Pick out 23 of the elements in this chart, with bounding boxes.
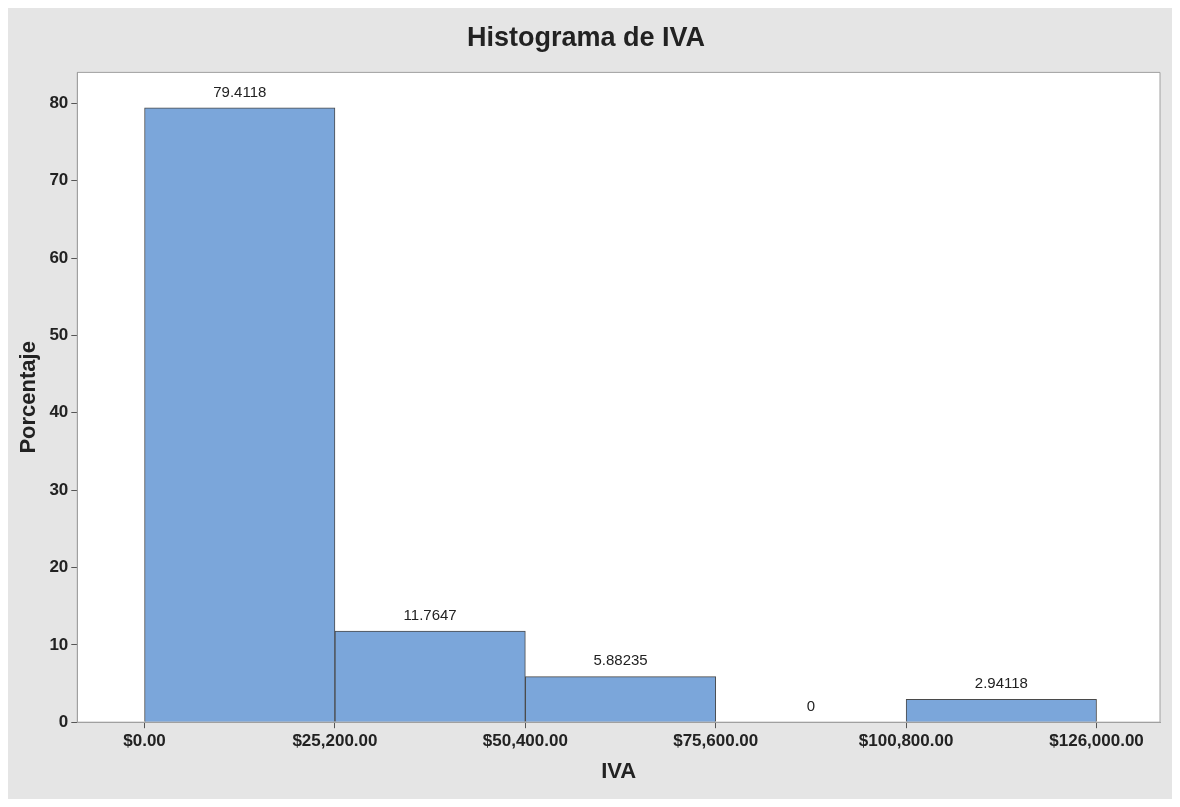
y-tick-label: 30 xyxy=(49,479,69,499)
data-label: 5.88235 xyxy=(593,651,648,669)
data-label: 79.4118 xyxy=(213,82,267,100)
x-tick-label: $0.00 xyxy=(123,731,166,751)
x-tick-label: $50,400.00 xyxy=(482,731,568,751)
y-tick-label: 70 xyxy=(49,170,69,190)
x-tick-label: $126,000.00 xyxy=(1049,731,1144,751)
y-tick-label: 50 xyxy=(49,325,69,345)
x-axis-title: IVA xyxy=(601,757,637,783)
x-tick-label: $75,600.00 xyxy=(673,731,759,751)
data-label: 2.94118 xyxy=(974,674,1028,692)
y-axis-title: Porcentaje xyxy=(15,341,41,454)
x-tick-label: $100,800.00 xyxy=(858,731,954,751)
chart-title: Histograma de IVA xyxy=(466,21,706,52)
y-tick-label: 10 xyxy=(49,634,69,654)
y-tick-label: 60 xyxy=(49,247,69,267)
data-label: 11.7647 xyxy=(403,605,457,623)
y-tick-label: 20 xyxy=(49,557,69,577)
data-label: 0 xyxy=(806,696,816,714)
y-tick-label: 0 xyxy=(58,711,69,731)
x-tick-label: $25,200.00 xyxy=(292,731,378,751)
y-tick-label: 80 xyxy=(49,93,69,113)
y-tick-label: 40 xyxy=(49,402,69,422)
